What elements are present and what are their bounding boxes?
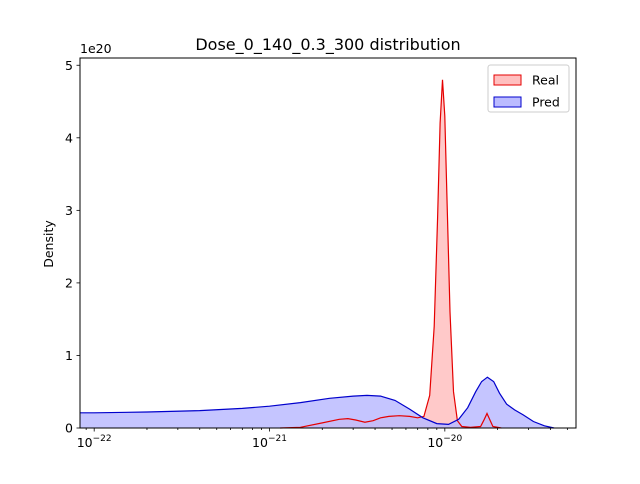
- legend: Real Pred: [487, 64, 570, 113]
- x-tick-label: 10−22: [77, 434, 112, 450]
- legend-label-real: Real: [532, 73, 559, 88]
- y-tick-label: 5: [65, 58, 73, 73]
- y-tick-label: 4: [65, 130, 73, 145]
- area-pred: [80, 377, 555, 428]
- legend-swatch-real: [493, 74, 522, 86]
- x-tick-label: 10−21: [252, 434, 287, 450]
- y-axis-ticks: 0 1 2 3 4 5: [65, 58, 80, 436]
- y-tick-label: 2: [65, 275, 73, 290]
- y-tick-label: 0: [65, 421, 73, 436]
- x-tick-label: 10−20: [427, 434, 462, 450]
- y-tick-label: 1: [65, 348, 73, 363]
- plot-frame: [79, 57, 577, 429]
- y-tick-label: 3: [65, 203, 73, 218]
- line-pred: [80, 376, 555, 429]
- legend-label-pred: Pred: [532, 95, 560, 110]
- y-scale-label: 1e20: [80, 41, 112, 56]
- x-minor-ticks: [85, 428, 568, 430]
- chart-title: Dose_0_140_0.3_300 distribution: [195, 35, 460, 55]
- x-axis-ticks: 10−22 10−21 10−20: [77, 428, 463, 450]
- legend-swatch-pred: [493, 96, 522, 108]
- line-real: [280, 79, 502, 429]
- series-lines: [80, 79, 555, 429]
- y-axis-label: Density: [41, 220, 56, 268]
